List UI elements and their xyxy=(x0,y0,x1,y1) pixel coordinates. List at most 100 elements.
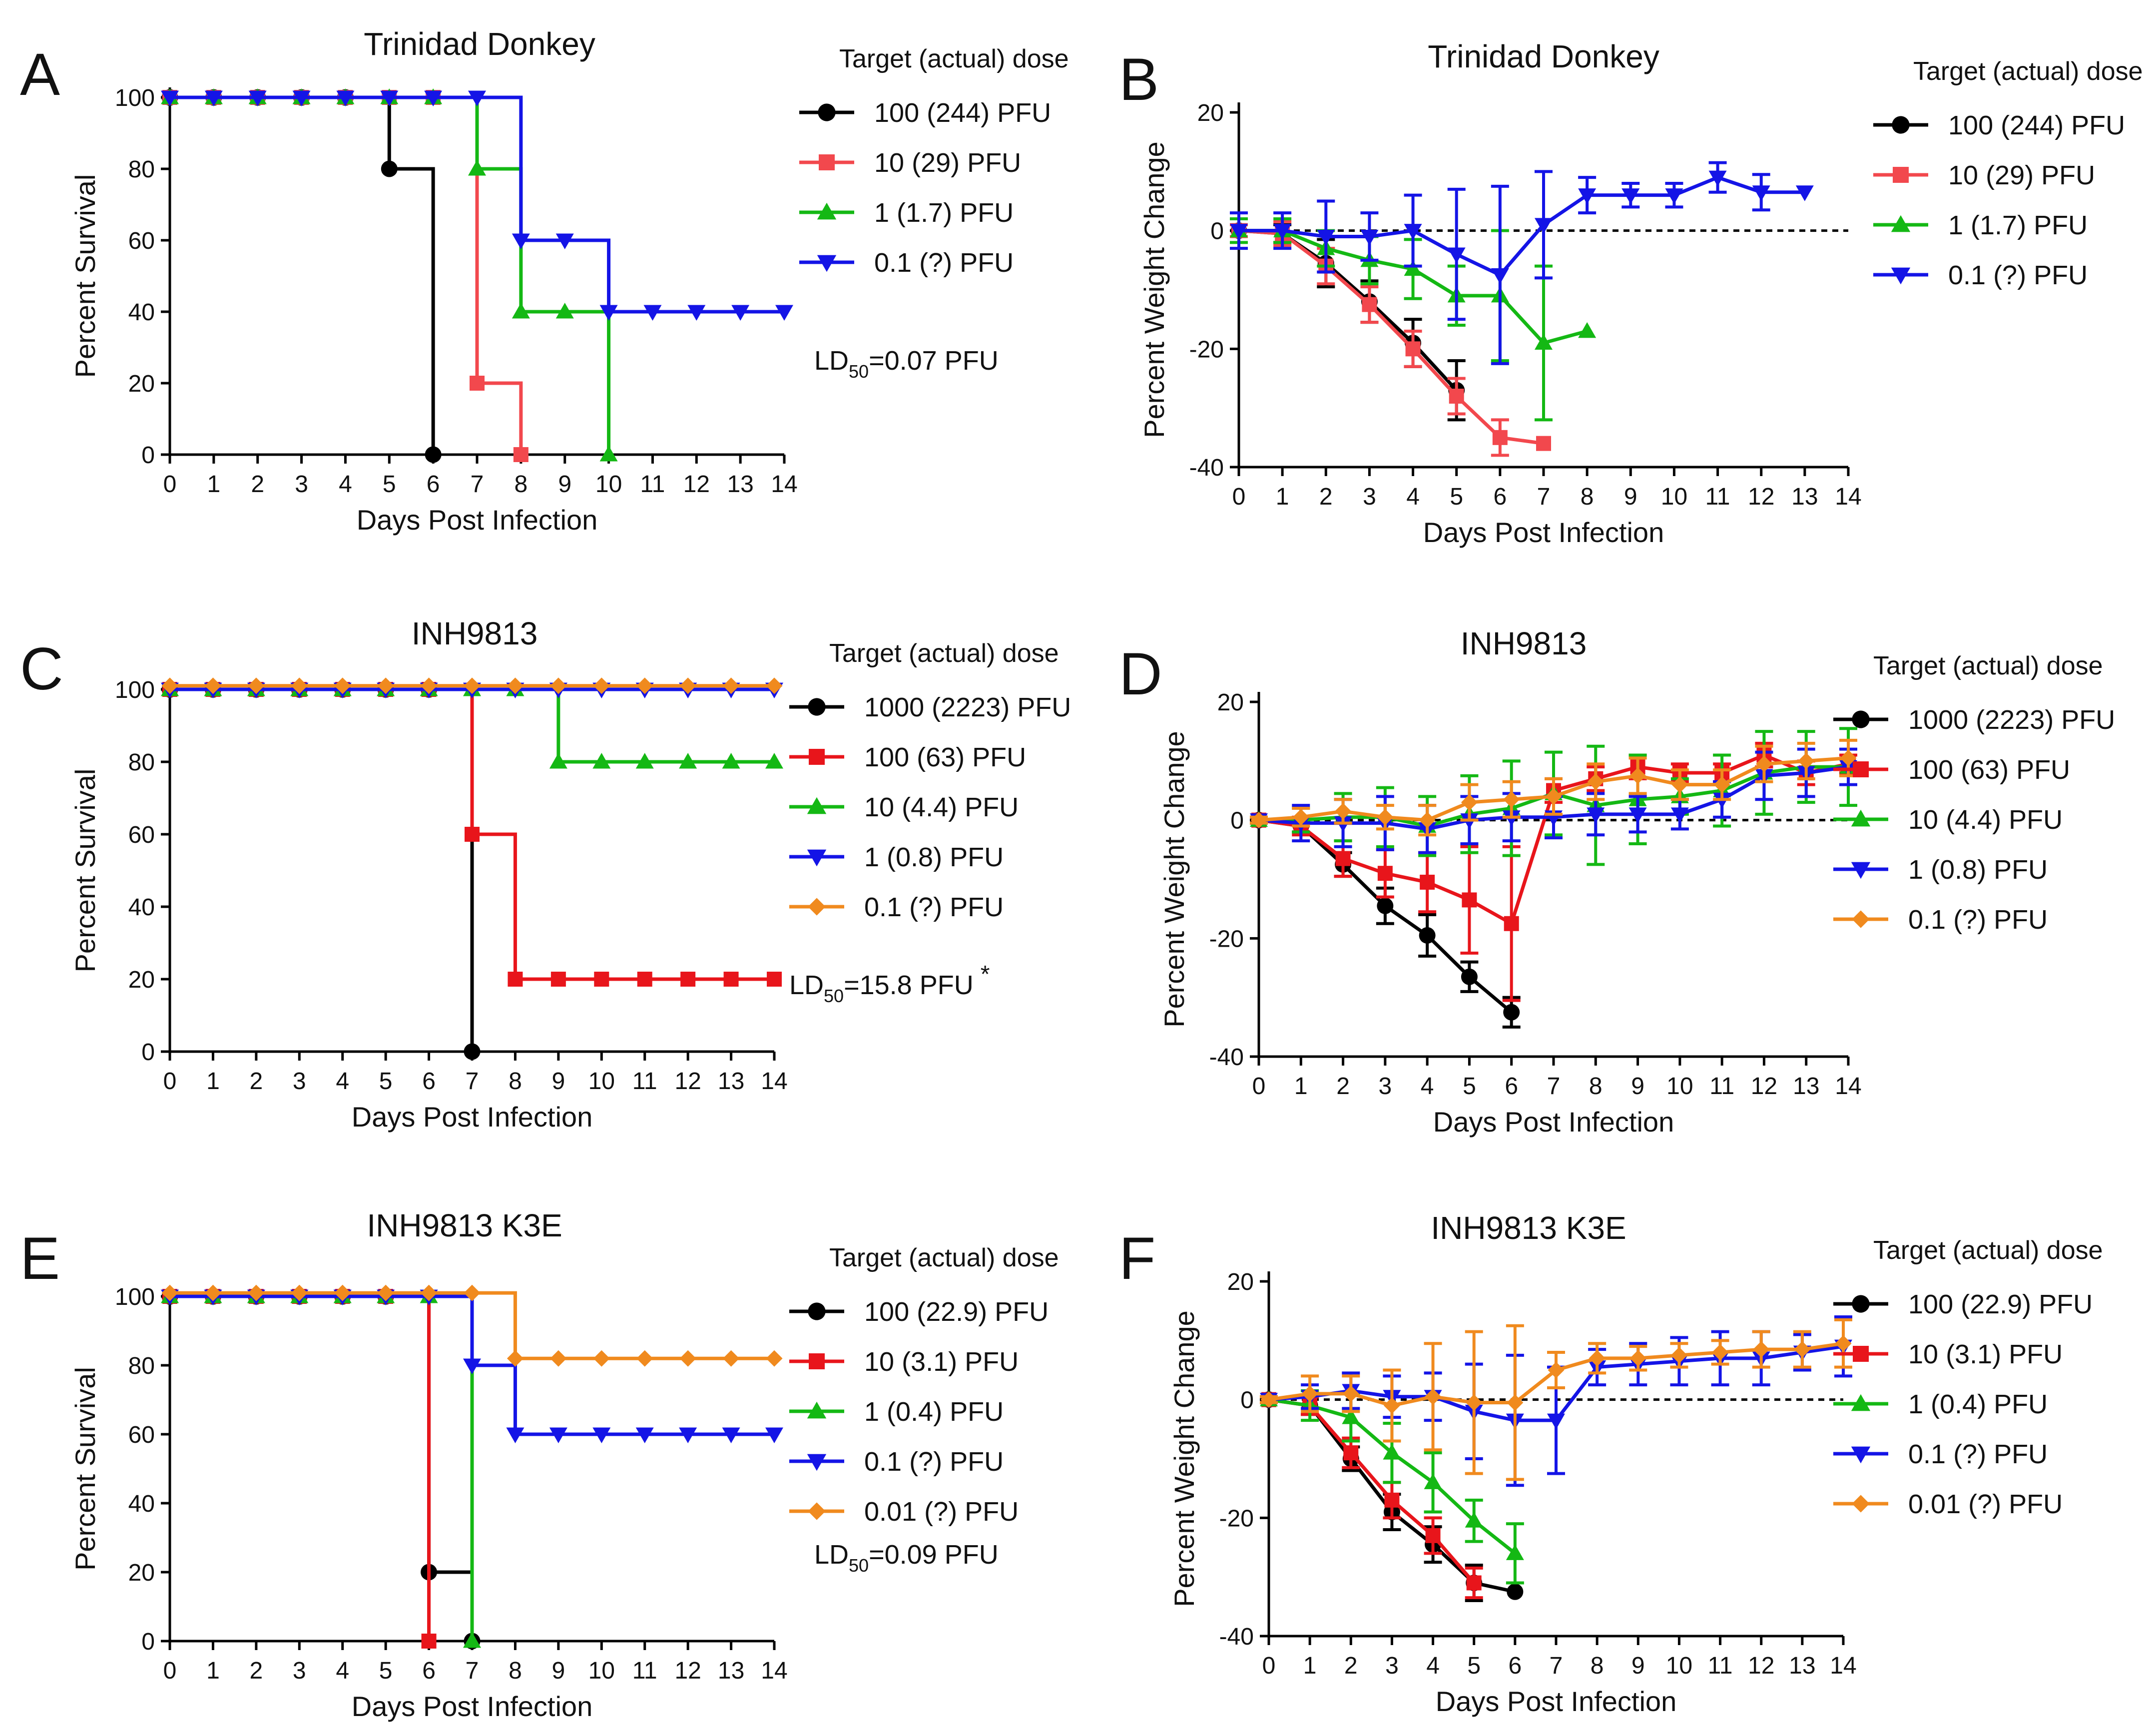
legend-marker xyxy=(1891,215,1911,232)
x-tick-label: 3 xyxy=(1379,1073,1392,1100)
data-point xyxy=(248,1284,265,1301)
chart-title: Trinidad Donkey xyxy=(1428,38,1659,74)
x-tick-label: 13 xyxy=(718,1068,744,1095)
y-tick-label: 60 xyxy=(128,1422,155,1448)
legend-label: 10 (3.1) PFU xyxy=(864,1347,1019,1377)
x-tick-label: 9 xyxy=(552,1068,565,1095)
data-point xyxy=(636,1350,653,1367)
y-axis-label: Percent Survival xyxy=(69,1367,101,1571)
x-tick-label: 14 xyxy=(771,471,797,498)
data-point xyxy=(468,160,486,176)
series-1 xyxy=(161,1288,481,1650)
data-point xyxy=(1465,1512,1483,1528)
data-point xyxy=(723,972,739,987)
x-tick-label: 10 xyxy=(1666,1073,1693,1100)
x-tick-label: 13 xyxy=(1791,484,1818,510)
legend-label: 1 (0.4) PFU xyxy=(864,1397,1004,1427)
x-tick-label: 5 xyxy=(379,1658,393,1684)
data-point xyxy=(549,753,567,769)
chart-title: INH9813 K3E xyxy=(367,1207,562,1243)
x-tick-label: 7 xyxy=(1537,484,1551,510)
data-point xyxy=(1670,807,1689,823)
data-point xyxy=(592,1427,611,1443)
panel-letter: C xyxy=(20,635,63,702)
legend-marker xyxy=(818,103,836,121)
x-tick-label: 4 xyxy=(336,1658,349,1684)
data-point xyxy=(775,305,793,321)
x-tick-label: 8 xyxy=(509,1658,522,1684)
data-point xyxy=(679,1350,696,1367)
x-tick-label: 2 xyxy=(250,1658,263,1684)
ld50-value: =0.09 PFU xyxy=(869,1540,999,1570)
data-point xyxy=(292,90,311,106)
significance-star: * xyxy=(981,961,990,988)
x-tick-label: 4 xyxy=(1426,1653,1440,1679)
ld50-prefix: LD xyxy=(814,346,849,376)
y-tick-label: 0 xyxy=(141,1629,155,1655)
ld50-annotation: LD50=0.07 PFU xyxy=(814,346,999,382)
x-tick-label: 10 xyxy=(588,1658,615,1684)
x-tick-label: 13 xyxy=(1789,1653,1815,1679)
data-point xyxy=(1755,755,1772,772)
series-line xyxy=(1238,229,1544,446)
legend: Target (actual) dose 100 (244) PFU 10 (29)… xyxy=(1873,57,2143,290)
legend-label: 100 (63) PFU xyxy=(864,742,1026,772)
data-point xyxy=(1708,170,1727,187)
x-tick-label: 14 xyxy=(1835,1073,1861,1100)
data-point xyxy=(599,305,618,321)
series-1 xyxy=(161,681,481,1060)
data-point xyxy=(1629,1350,1646,1367)
panel-letter: A xyxy=(20,41,60,108)
series-4 xyxy=(161,90,793,321)
series-3 xyxy=(161,1287,481,1648)
data-point xyxy=(377,677,394,694)
y-tick-label: 20 xyxy=(1227,1269,1254,1295)
data-point xyxy=(425,446,442,463)
panel-letter: F xyxy=(1119,1225,1155,1292)
x-tick-label: 9 xyxy=(1631,1073,1644,1100)
data-point xyxy=(464,1043,481,1060)
legend-label: 0.1 (?) PFU xyxy=(864,1447,1004,1477)
x-axis-label: Days Post Infection xyxy=(357,504,597,536)
series-5 xyxy=(1250,738,1857,837)
data-point xyxy=(637,972,652,987)
x-tick-label: 6 xyxy=(1509,1653,1522,1679)
x-tick-label: 14 xyxy=(761,1068,787,1095)
survival-line xyxy=(170,1294,474,1641)
data-point xyxy=(1377,809,1394,826)
data-point xyxy=(1343,1445,1359,1461)
legend-title: Target (actual) dose xyxy=(1873,1236,2103,1265)
data-point xyxy=(1491,268,1509,284)
y-tick-label: 0 xyxy=(1240,1387,1254,1414)
x-tick-label: 8 xyxy=(509,1068,522,1095)
y-tick-label: 80 xyxy=(128,749,155,776)
x-tick-label: 9 xyxy=(552,1658,565,1684)
data-point xyxy=(1230,224,1248,240)
x-axis-label: Days Post Infection xyxy=(1433,1106,1674,1138)
x-tick-label: 1 xyxy=(207,471,221,498)
data-point xyxy=(1507,1394,1524,1411)
data-point xyxy=(204,90,223,106)
data-point xyxy=(421,1634,437,1649)
data-point xyxy=(687,305,706,321)
legend: Target (actual) dose 1000 (2223) PFU 100 (… xyxy=(1833,651,2115,935)
panel-letter: E xyxy=(20,1225,60,1292)
data-point xyxy=(555,303,574,319)
ld50-value: =15.8 PFU xyxy=(844,970,974,1000)
y-axis-label: Percent Survival xyxy=(69,174,101,378)
x-tick-label: 4 xyxy=(1421,1073,1434,1100)
x-tick-label: 0 xyxy=(163,1658,177,1684)
data-point xyxy=(680,972,696,987)
data-point xyxy=(679,677,696,694)
data-point xyxy=(334,1284,351,1301)
data-point xyxy=(513,447,529,462)
x-tick-label: 11 xyxy=(1705,484,1730,510)
legend-label: 0.1 (?) PFU xyxy=(1908,1439,2048,1469)
legend-marker xyxy=(1852,910,1870,928)
data-point xyxy=(723,677,740,694)
legend-label: 0.1 (?) PFU xyxy=(1908,905,2048,935)
x-tick-label: 0 xyxy=(163,1068,177,1095)
x-axis-label: Days Post Infection xyxy=(1423,517,1664,548)
data-point xyxy=(1317,230,1335,246)
